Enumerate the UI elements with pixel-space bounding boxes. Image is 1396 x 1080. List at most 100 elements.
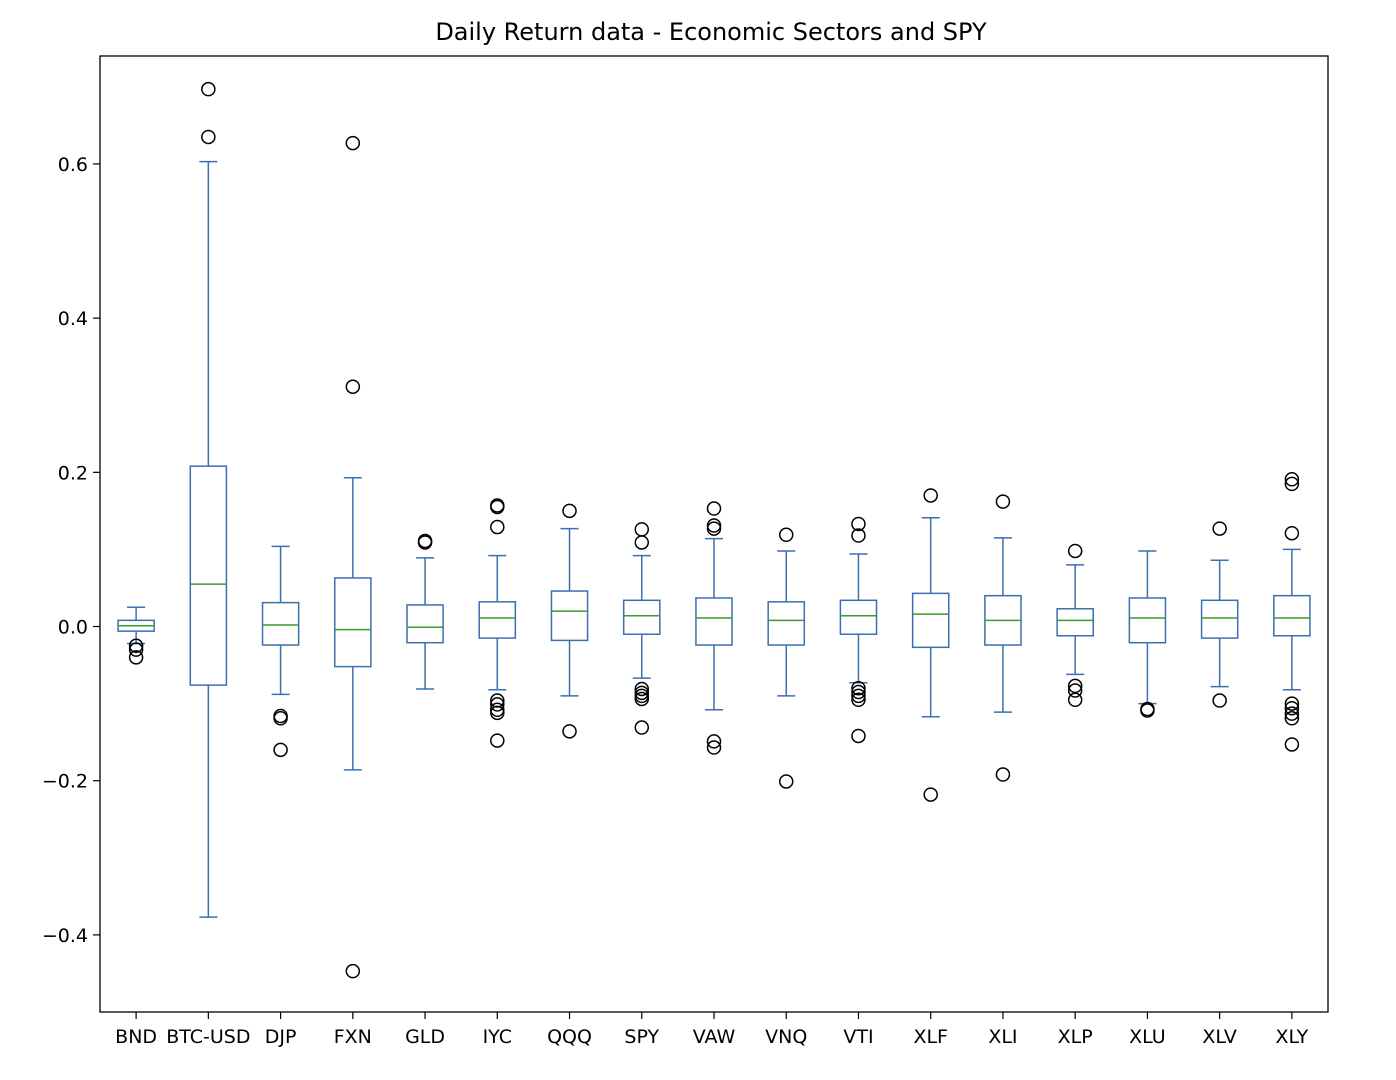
outlier-point <box>345 379 361 394</box>
x-tick-label: VNQ <box>765 1026 807 1048</box>
outlier-point <box>1284 472 1300 487</box>
chart-title: Daily Return data - Economic Sectors and… <box>435 18 987 46</box>
outlier-point <box>1284 700 1300 716</box>
box-fxn <box>334 135 372 979</box>
outlier-point <box>128 638 144 654</box>
x-tick-label: QQQ <box>547 1026 592 1048</box>
box-bnd <box>117 606 155 665</box>
y-tick-label: −0.4 <box>42 925 88 947</box>
outlier-point <box>273 711 288 726</box>
outlier-point <box>634 535 650 550</box>
outlier-point <box>851 516 866 532</box>
box-xlv <box>1200 521 1239 708</box>
outlier-point <box>923 787 938 802</box>
iqr-box <box>406 604 444 644</box>
outlier-point <box>634 691 650 707</box>
outlier-point <box>706 501 722 516</box>
iqr-box <box>478 601 517 639</box>
outlier-point <box>345 963 361 979</box>
y-tick-label: 0.4 <box>58 308 88 330</box>
outlier-point <box>851 688 866 704</box>
box-xli <box>984 494 1022 782</box>
outlier-point <box>273 742 288 758</box>
outlier-point <box>706 734 722 749</box>
outlier-point <box>1284 696 1300 711</box>
outlier-point <box>1284 737 1300 752</box>
box-spy <box>622 522 661 735</box>
outlier-point <box>417 533 433 549</box>
outlier-point <box>706 521 722 536</box>
outlier-point <box>1212 693 1227 708</box>
outlier-point <box>706 740 722 755</box>
iqr-box <box>1128 597 1167 644</box>
box-qqq <box>550 503 589 739</box>
outlier-point <box>851 680 866 696</box>
iqr-box <box>189 465 228 686</box>
outlier-point <box>490 519 505 535</box>
x-tick-label: XLP <box>1058 1026 1093 1048</box>
box-djp <box>261 545 300 758</box>
x-tick-label: XLF <box>913 1026 948 1048</box>
x-tick-label: SPY <box>624 1026 659 1048</box>
x-tick-label: XLV <box>1202 1026 1237 1048</box>
box-vti <box>839 516 878 744</box>
x-tick-label: XLY <box>1276 1026 1309 1048</box>
outlier-point <box>490 697 505 712</box>
outlier-point <box>1067 678 1083 694</box>
iqr-box <box>839 599 878 635</box>
outlier-point <box>345 135 361 151</box>
outlier-point <box>851 684 866 700</box>
outlier-point <box>1067 683 1083 698</box>
outlier-point <box>778 774 794 789</box>
iqr-box <box>767 601 806 646</box>
outlier-point <box>851 692 866 708</box>
y-tick-label: 0.6 <box>58 154 88 176</box>
outlier-point <box>490 705 505 721</box>
outlier-point <box>995 494 1011 509</box>
outlier-point <box>1212 521 1227 536</box>
outlier-point <box>1067 692 1083 708</box>
outlier-point <box>490 733 505 748</box>
iqr-box <box>622 599 661 635</box>
outlier-point <box>1067 543 1083 559</box>
box-xlf <box>911 488 950 802</box>
outlier-point <box>201 81 216 97</box>
outlier-point <box>778 527 794 543</box>
iqr-box <box>1273 594 1311 637</box>
x-tick-label: XLU <box>1129 1026 1166 1048</box>
outlier-point <box>1284 711 1300 726</box>
x-tick-label: GLD <box>405 1026 445 1048</box>
iqr-box <box>695 597 733 646</box>
box-vnq <box>767 527 806 789</box>
x-tick-label: IYC <box>483 1026 512 1048</box>
y-tick-label: 0.0 <box>58 617 88 639</box>
iqr-box <box>550 590 589 642</box>
outlier-point <box>562 724 577 739</box>
x-tick-label: FXN <box>334 1026 372 1048</box>
iqr-box <box>334 577 372 668</box>
y-axis: −0.4 −0.2 0.0 0.2 0.4 0.6 <box>42 154 100 947</box>
box-gld <box>406 533 444 690</box>
box-xlp <box>1056 543 1094 708</box>
outlier-point <box>1284 476 1300 492</box>
outlier-point <box>1284 706 1300 721</box>
outlier-point <box>851 528 866 543</box>
x-tick-label: BTC-USD <box>166 1026 250 1048</box>
iqr-box <box>911 592 950 649</box>
outlier-point <box>1284 525 1300 541</box>
box-btc-usd <box>189 81 228 918</box>
iqr-box <box>1200 599 1239 639</box>
x-tick-label: XLI <box>988 1026 1017 1048</box>
outlier-point <box>201 129 216 145</box>
outlier-point <box>562 503 577 519</box>
outlier-point <box>923 488 938 503</box>
plot-area <box>117 81 1311 979</box>
outlier-point <box>634 681 650 697</box>
box-vaw <box>695 501 733 755</box>
x-tick-label: VAW <box>693 1026 736 1048</box>
outlier-point <box>995 767 1011 782</box>
x-axis: BND BTC-USD DJP FXN GLD IYC QQQ SPY VAW VNQ VTI XLF… <box>115 1012 1309 1048</box>
box-iyc <box>478 498 517 748</box>
